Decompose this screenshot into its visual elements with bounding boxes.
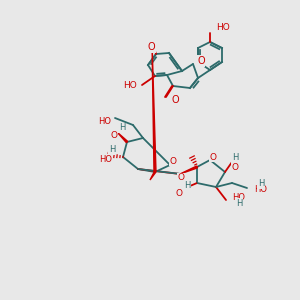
Text: O: O: [178, 173, 184, 182]
Polygon shape: [152, 42, 156, 172]
Text: HO: HO: [100, 154, 112, 164]
Polygon shape: [117, 132, 128, 142]
Text: O: O: [197, 56, 205, 66]
Text: O: O: [147, 42, 155, 52]
Text: HO: HO: [123, 80, 137, 89]
Text: O: O: [110, 131, 118, 140]
Polygon shape: [180, 166, 197, 174]
Text: H: H: [184, 181, 190, 190]
Text: O: O: [176, 188, 182, 197]
Text: O: O: [171, 95, 178, 105]
Text: O: O: [209, 152, 217, 161]
Text: O: O: [169, 157, 176, 166]
Text: HO: HO: [216, 23, 230, 32]
Text: HO: HO: [232, 193, 245, 202]
Text: HO: HO: [254, 185, 267, 194]
Text: H: H: [119, 124, 125, 133]
Text: H: H: [236, 199, 242, 208]
Text: H: H: [258, 179, 264, 188]
Polygon shape: [150, 172, 156, 180]
Text: O: O: [232, 163, 238, 172]
Text: HO: HO: [98, 118, 111, 127]
Text: H: H: [232, 152, 238, 161]
Text: H: H: [109, 146, 115, 154]
